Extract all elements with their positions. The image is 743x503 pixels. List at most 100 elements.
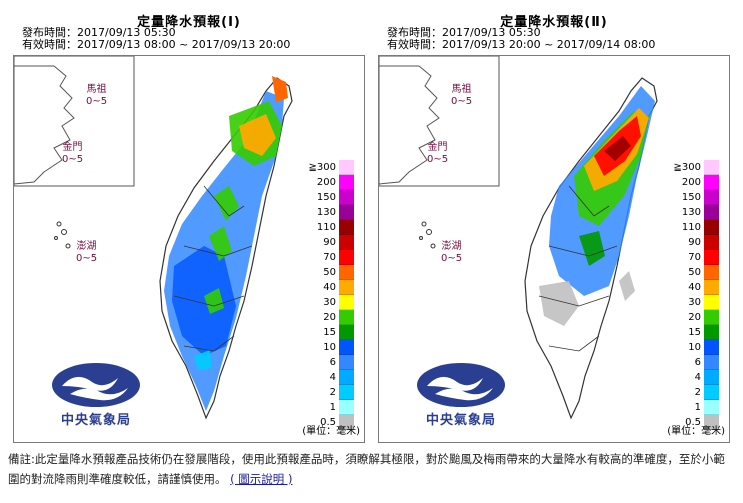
kinmen-label: 金門 0~5: [427, 142, 449, 165]
legend-row: 90: [308, 235, 356, 250]
legend-swatch: [704, 160, 719, 175]
legend-label: 130: [681, 207, 701, 218]
legend-row: 20: [673, 310, 721, 325]
rainfall-map: 馬祖 0~5 金門 0~5 澎湖 0~5 中央氣象局 ≧300 200 150 130 110…: [378, 55, 730, 443]
legend-swatch: [339, 175, 354, 190]
legend-label: ≧300: [673, 162, 701, 173]
footer-note: 備註:此定量降水預報產品技術仍在發展階段，使用此預報產品時，須瞭解其極限，對於颱…: [8, 449, 728, 489]
rain-area-orange: [239, 114, 276, 156]
legend-label: 40: [688, 282, 701, 293]
legend-swatch: [704, 355, 719, 370]
legend-label: 90: [323, 237, 336, 248]
legend-row: 6: [308, 355, 356, 370]
legend-row: 1: [308, 400, 356, 415]
legend-label: 200: [316, 177, 336, 188]
kinmen-label: 金門 0~5: [62, 142, 84, 165]
legend-row: 40: [308, 280, 356, 295]
legend-row: 130: [673, 205, 721, 220]
legend-row: 1: [673, 400, 721, 415]
legend-label: 10: [688, 342, 701, 353]
legend-explanation-link[interactable]: ( 圖示說明 ): [230, 472, 293, 486]
penghu-label: 澎湖 0~5: [76, 241, 98, 264]
rain-legend: ≧300 200 150 130 110 90 70 50 40 30 20 15 10 6 4 2 1 0.5: [308, 160, 356, 430]
legend-label: 20: [688, 312, 701, 323]
legend-swatch: [339, 325, 354, 340]
legend-swatch: [339, 370, 354, 385]
legend-swatch: [339, 190, 354, 205]
legend-row: 200: [308, 175, 356, 190]
unit-label: (單位：毫米): [302, 426, 360, 437]
legend-swatch: [339, 205, 354, 220]
legend-row: 15: [308, 325, 356, 340]
legend-swatch: [339, 415, 354, 430]
legend-label: 2: [329, 387, 336, 398]
qpf-panel-1: 定量降水預報(Ⅰ) 發布時間：2017/09/13 05:30 有效時間：201…: [8, 10, 370, 443]
legend-swatch: [704, 340, 719, 355]
legend-swatch: [704, 295, 719, 310]
issue-time: 發布時間：2017/09/13 05:30: [387, 26, 541, 39]
legend-row: 0.5: [673, 415, 721, 430]
legend-swatch: [704, 250, 719, 265]
legend-row: 110: [673, 220, 721, 235]
legend-label: 130: [316, 207, 336, 218]
legend-row: 70: [308, 250, 356, 265]
legend-label: 110: [681, 222, 701, 233]
legend-label: ≧300: [308, 162, 336, 173]
cwb-logo: 中央氣象局: [413, 360, 509, 428]
legend-label: 30: [688, 297, 701, 308]
panel-title: 定量降水預報(Ⅰ): [137, 15, 241, 30]
legend-row: 150: [673, 190, 721, 205]
legend-label: 0.5: [320, 417, 336, 428]
legend-label: 20: [323, 312, 336, 323]
legend-label: 6: [329, 357, 336, 368]
legend-swatch: [704, 175, 719, 190]
legend-label: 10: [323, 342, 336, 353]
legend-row: 40: [673, 280, 721, 295]
legend-row: 2: [673, 385, 721, 400]
legend-row: 0.5: [308, 415, 356, 430]
legend-swatch: [339, 385, 354, 400]
penghu-label: 澎湖 0~5: [441, 241, 463, 264]
legend-row: 2: [308, 385, 356, 400]
rainfall-map: 馬祖 0~5 金門 0~5 澎湖 0~5 中央氣象局 ≧300 200 150 130 110…: [13, 55, 365, 443]
legend-swatch: [339, 400, 354, 415]
legend-label: 40: [323, 282, 336, 293]
issue-time: 發布時間：2017/09/13 05:30: [22, 26, 176, 39]
legend-label: 1: [694, 402, 701, 413]
legend-swatch: [339, 280, 354, 295]
legend-row: 4: [673, 370, 721, 385]
cwb-logo-icon: [417, 363, 505, 407]
legend-label: 4: [329, 372, 336, 383]
legend-label: 30: [323, 297, 336, 308]
unit-label: (單位：毫米): [667, 426, 725, 437]
legend-swatch: [339, 265, 354, 280]
legend-row: ≧300: [673, 160, 721, 175]
legend-label: 200: [681, 177, 701, 188]
legend-row: 15: [673, 325, 721, 340]
legend-label: 15: [323, 327, 336, 338]
cwb-logo: 中央氣象局: [48, 360, 144, 428]
legend-swatch: [339, 355, 354, 370]
legend-swatch: [339, 310, 354, 325]
legend-swatch: [339, 340, 354, 355]
matsu-label: 馬祖 0~5: [86, 84, 108, 107]
legend-swatch: [704, 190, 719, 205]
legend-row: 20: [308, 310, 356, 325]
legend-swatch: [339, 235, 354, 250]
legend-row: 4: [308, 370, 356, 385]
legend-label: 0.5: [685, 417, 701, 428]
legend-label: 50: [688, 267, 701, 278]
legend-label: 150: [316, 192, 336, 203]
legend-label: 70: [688, 252, 701, 263]
legend-label: 4: [694, 372, 701, 383]
legend-label: 1: [329, 402, 336, 413]
legend-label: 90: [688, 237, 701, 248]
legend-row: 130: [308, 205, 356, 220]
taiwan-map-graphic: [14, 56, 293, 420]
legend-label: 50: [323, 267, 336, 278]
legend-swatch: [704, 205, 719, 220]
legend-swatch: [704, 220, 719, 235]
disclaimer-text: 備註:此定量降水預報產品技術仍在發展階段，使用此預報產品時，須瞭解其極限，對於颱…: [8, 452, 725, 486]
legend-swatch: [339, 220, 354, 235]
legend-swatch: [704, 265, 719, 280]
